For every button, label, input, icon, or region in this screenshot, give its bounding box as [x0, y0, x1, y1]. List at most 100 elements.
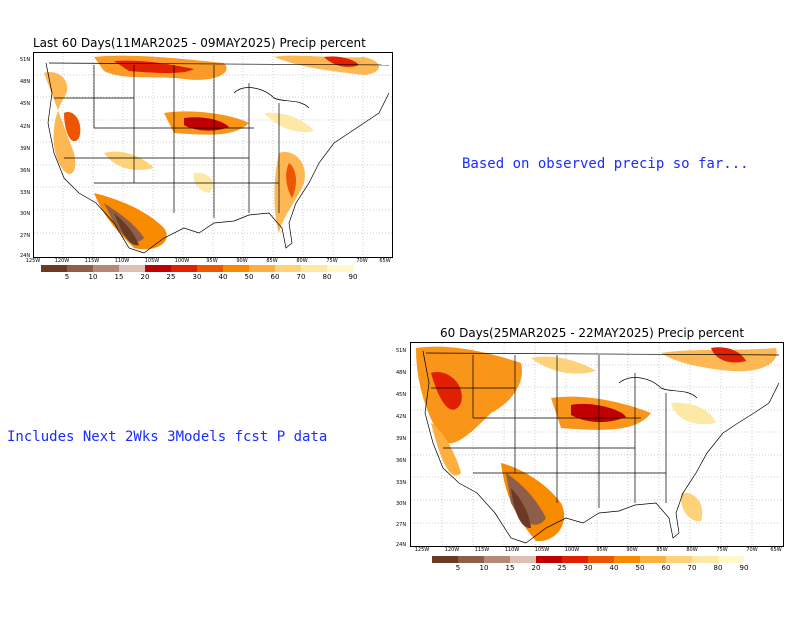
colorbar-swatch — [458, 556, 484, 563]
map1-lon-label: 75W — [326, 258, 338, 264]
colorbar-swatch — [197, 265, 223, 272]
colorbar-label: 60 — [270, 273, 280, 281]
map2-lat-label: 42N — [396, 414, 407, 420]
map1-lat-label: 45N — [20, 101, 31, 107]
map1-lat-label: 33N — [20, 190, 31, 196]
colorbar-label: 25 — [557, 564, 567, 572]
map2-lon-label: 95W — [596, 547, 608, 553]
map1-lon-label: 115W — [84, 258, 100, 264]
map1-lat-label: 42N — [20, 124, 31, 130]
colorbar-swatch — [275, 265, 301, 272]
colorbar-swatch — [249, 265, 275, 272]
colorbar-label: 15 — [114, 273, 124, 281]
map1-colorbar — [41, 265, 353, 272]
map1-grid — [34, 53, 392, 257]
colorbar-label: 15 — [505, 564, 515, 572]
map2-lon-label: 125W — [414, 547, 430, 553]
colorbar-label: 25 — [166, 273, 176, 281]
map2-boundaries — [422, 350, 780, 544]
map2-precip-shading — [416, 346, 777, 542]
colorbar-label: 20 — [531, 564, 541, 572]
map1-lon-label: 110W — [114, 258, 130, 264]
colorbar-label: 5 — [455, 564, 461, 572]
map2-lat-label: 36N — [396, 458, 407, 464]
colorbar-label: 50 — [635, 564, 645, 572]
colorbar-swatch — [510, 556, 536, 563]
map2-lon-label: 100W — [564, 547, 580, 553]
map2-lon-label: 75W — [716, 547, 728, 553]
map2-lat-label: 48N — [396, 370, 407, 376]
colorbar-label: 80 — [713, 564, 723, 572]
map2-lat-label: 39N — [396, 436, 407, 442]
map1-lon-label: 105W — [144, 258, 160, 264]
colorbar-label: 40 — [609, 564, 619, 572]
map2-lon-label: 65W — [770, 547, 782, 553]
map1-lat-label: 39N — [20, 146, 31, 152]
map2-lon-label: 80W — [686, 547, 698, 553]
colorbar-label: 90 — [348, 273, 358, 281]
colorbar-label: 60 — [661, 564, 671, 572]
colorbar-swatch — [432, 556, 458, 563]
map2-lat-label: 33N — [396, 480, 407, 486]
map1-lon-label: 100W — [174, 258, 190, 264]
map2-lon-label: 85W — [656, 547, 668, 553]
map1-lon-label: 70W — [356, 258, 368, 264]
colorbar-label: 70 — [296, 273, 306, 281]
map2-svg — [411, 343, 783, 546]
map1-lat-label: 36N — [20, 168, 31, 174]
colorbar-swatch — [301, 265, 327, 272]
map1-lon-labels: 125W 120W 115W 110W 105W 100W 95W 90W 85… — [26, 258, 391, 266]
map1-lon-label: 90W — [236, 258, 248, 264]
colorbar-swatch — [223, 265, 249, 272]
colorbar-label: 10 — [479, 564, 489, 572]
map1-svg — [34, 53, 392, 257]
map2-colorbar-labels: 5 10 15 20 25 30 40 50 60 70 80 90 — [432, 564, 749, 574]
colorbar-swatch — [666, 556, 692, 563]
colorbar-label: 70 — [687, 564, 697, 572]
map1-boundaries — [45, 62, 390, 254]
map2-lon-label: 90W — [626, 547, 638, 553]
colorbar-swatch — [562, 556, 588, 563]
colorbar-label: 30 — [192, 273, 202, 281]
map2-lat-label: 51N — [396, 348, 407, 354]
colorbar-label: 20 — [140, 273, 150, 281]
map1-lat-label: 30N — [20, 211, 31, 217]
map1-title: Last 60 Days(11MAR2025 - 09MAY2025) Prec… — [33, 36, 366, 50]
colorbar-swatch — [484, 556, 510, 563]
map1-precip-shading — [44, 55, 379, 250]
map1-lon-label: 125W — [25, 258, 41, 264]
map2-frame — [410, 342, 784, 547]
map1-lon-label: 95W — [206, 258, 218, 264]
colorbar-swatch — [93, 265, 119, 272]
colorbar-swatch — [145, 265, 171, 272]
map2-lon-label: 110W — [504, 547, 520, 553]
colorbar-label: 30 — [583, 564, 593, 572]
map1-lon-label: 120W — [54, 258, 70, 264]
map1-lat-label: 51N — [20, 57, 31, 63]
map2-lat-label: 24N — [396, 542, 407, 548]
map2-title: 60 Days(25MAR2025 - 22MAY2025) Precip pe… — [440, 326, 745, 340]
colorbar-label: 80 — [322, 273, 332, 281]
map2-colorbar — [432, 556, 744, 563]
colorbar-label: 50 — [244, 273, 254, 281]
colorbar-swatch — [119, 265, 145, 272]
colorbar-swatch — [67, 265, 93, 272]
colorbar-swatch — [692, 556, 718, 563]
forecast-note: Includes Next 2Wks 3Models fcst P data — [7, 429, 328, 445]
map1-lon-label: 85W — [266, 258, 278, 264]
colorbar-label: 40 — [218, 273, 228, 281]
map2-lat-label: 27N — [396, 522, 407, 528]
map1-lat-label: 24N — [20, 253, 31, 259]
colorbar-swatch — [171, 265, 197, 272]
map2-lat-label: 45N — [396, 392, 407, 398]
map1-lat-label: 48N — [20, 79, 31, 85]
map2-lon-label: 105W — [534, 547, 550, 553]
colorbar-swatch — [536, 556, 562, 563]
map1-frame — [33, 52, 393, 258]
colorbar-label: 90 — [739, 564, 749, 572]
map2-lon-labels: 125W 120W 115W 110W 105W 100W 95W 90W 85… — [410, 547, 782, 555]
map2-lon-label: 115W — [474, 547, 490, 553]
colorbar-swatch — [718, 556, 744, 563]
colorbar-swatch — [327, 265, 353, 272]
map2-lat-label: 30N — [396, 501, 407, 507]
